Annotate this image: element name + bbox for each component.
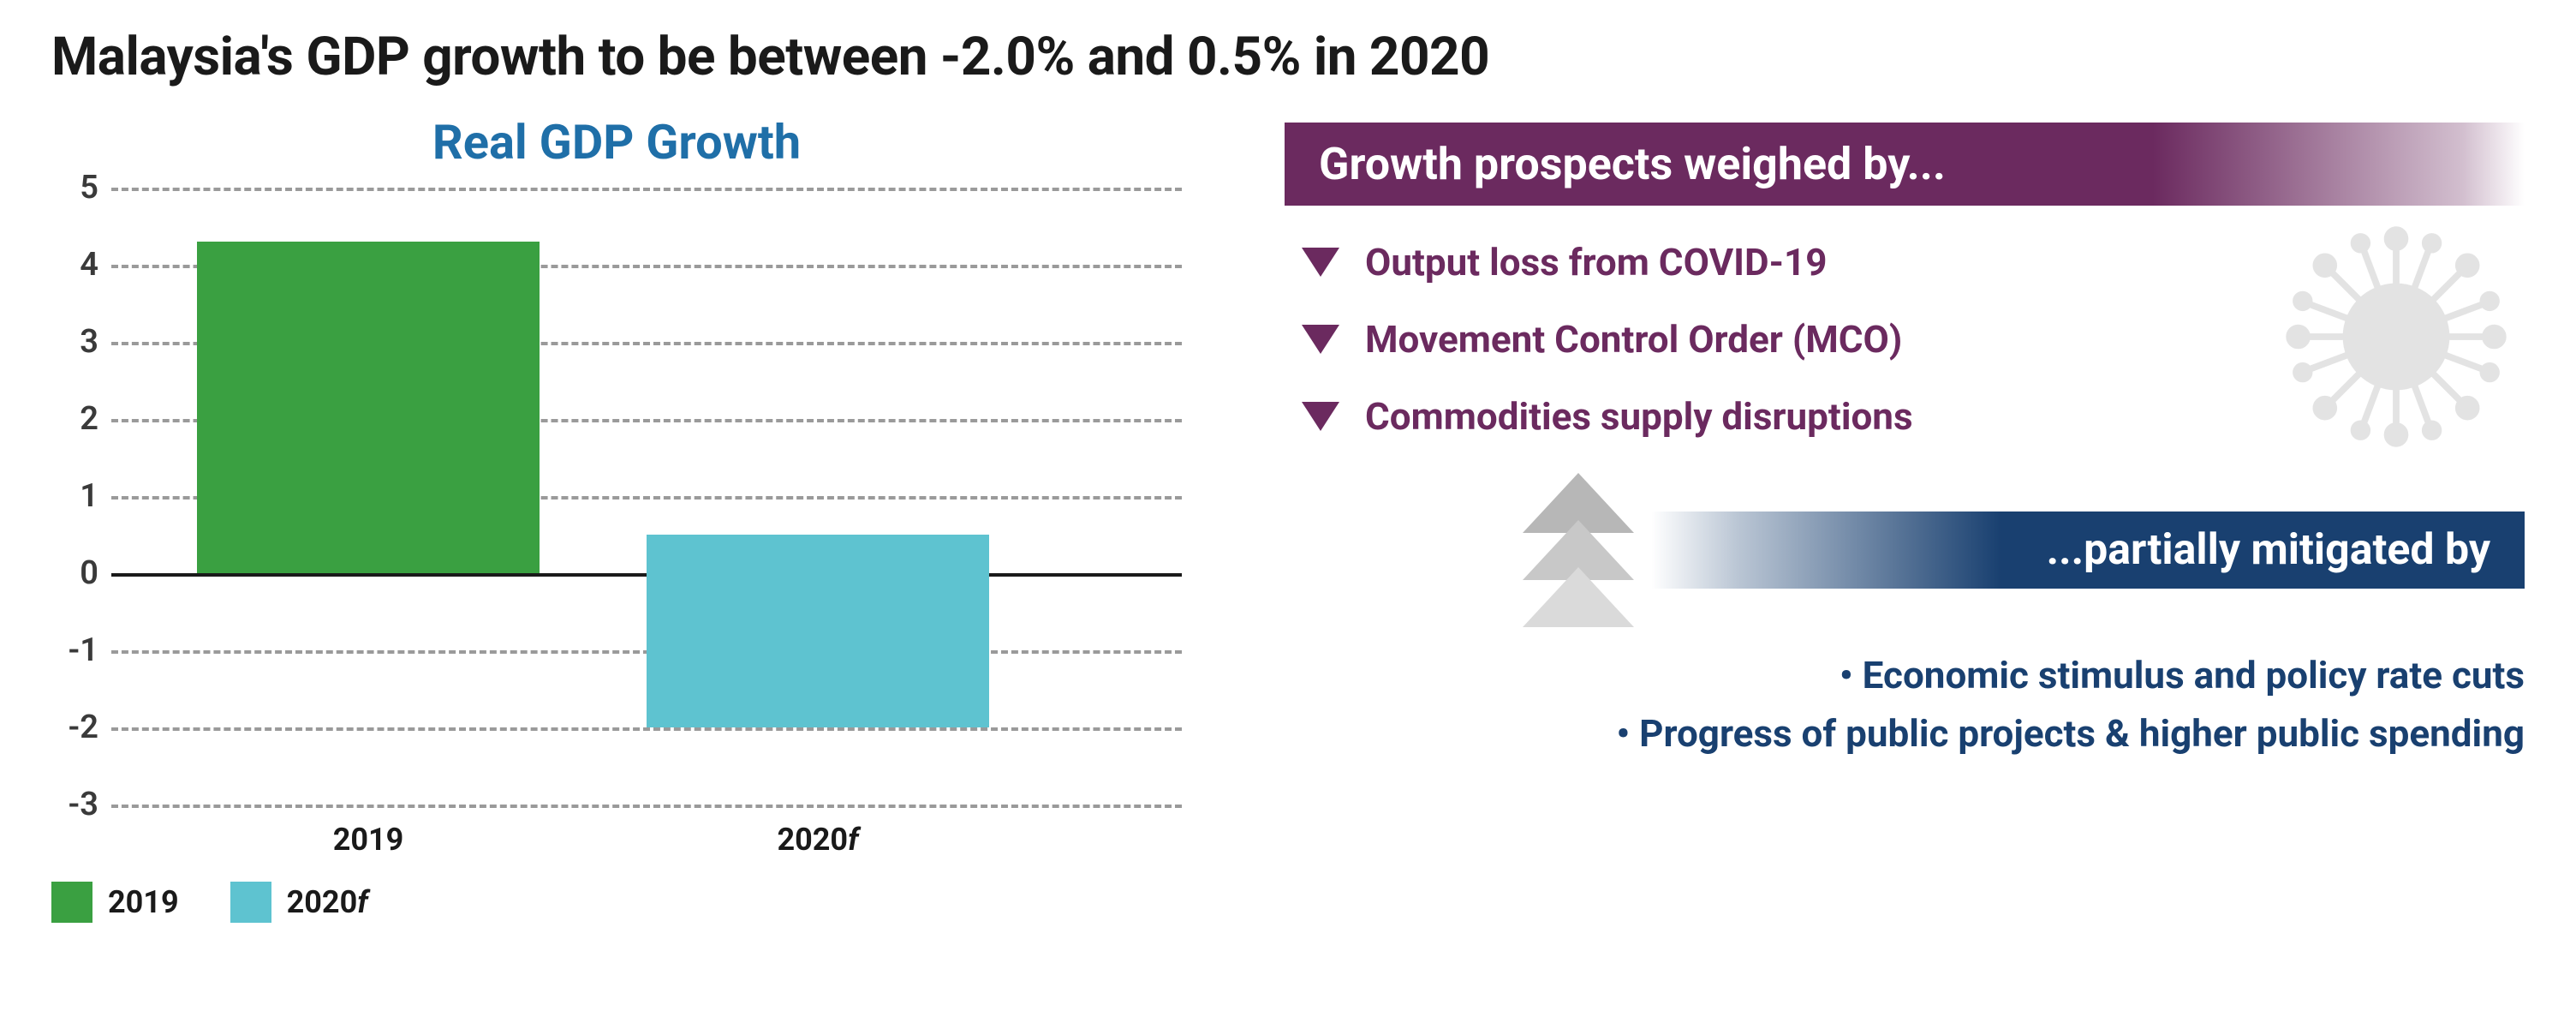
- y-tick-label: 5: [51, 169, 98, 206]
- y-tick-label: 2: [51, 400, 98, 438]
- legend-item: 2019: [51, 882, 179, 923]
- y-tick-label: -3: [51, 786, 98, 823]
- triangle-down-icon: [1302, 248, 1339, 277]
- chart-plot: 543210-1-2-320192020f: [111, 188, 1182, 805]
- gridline: [111, 805, 1182, 808]
- chart-area: 543210-1-2-320192020f: [51, 188, 1182, 805]
- y-tick-label: 4: [51, 246, 98, 284]
- banner-mitigated-by: ...partially mitigated by: [1651, 512, 2525, 589]
- legend-label: 2020f: [287, 884, 368, 920]
- legend-swatch: [51, 882, 92, 923]
- chart-title: Real GDP Growth: [51, 114, 1182, 171]
- y-tick-label: -2: [51, 709, 98, 746]
- gridline: [111, 727, 1182, 731]
- mitigate-factors-list: Economic stimulus and policy rate cuts Pr…: [1285, 653, 2525, 756]
- page-title: Malaysia's GDP growth to be between -2.0…: [51, 26, 2525, 88]
- mitigate-factor-item: Progress of public projects & higher pub…: [1285, 711, 2525, 756]
- bar-2020f: [647, 535, 989, 727]
- y-tick-label: 1: [51, 477, 98, 515]
- gridline: [111, 188, 1182, 191]
- legend-item: 2020f: [230, 882, 368, 923]
- down-factor-label: Movement Control Order (MCO): [1365, 317, 1902, 362]
- y-tick-label: 0: [51, 554, 98, 592]
- legend-label: 2019: [108, 884, 179, 920]
- y-tick-label: -1: [51, 631, 98, 669]
- down-factor-label: Commodities supply disruptions: [1365, 394, 1913, 439]
- down-factor-label: Output loss from COVID-19: [1365, 240, 1827, 284]
- up-arrows-icon: [1506, 473, 1651, 627]
- bar-2019: [197, 242, 540, 573]
- banner-growth-weighed: Growth prospects weighed by...: [1285, 123, 2525, 206]
- content-row: Real GDP Growth 543210-1-2-320192020f 20…: [51, 114, 2525, 923]
- legend-swatch: [230, 882, 271, 923]
- triangle-down-icon: [1302, 402, 1339, 431]
- mitigate-factor-item: Economic stimulus and policy rate cuts: [1285, 653, 2525, 697]
- x-tick-label: 2019: [333, 822, 404, 858]
- y-tick-label: 3: [51, 323, 98, 361]
- chart-legend: 2019 2020f: [51, 882, 1182, 923]
- triangle-down-icon: [1302, 325, 1339, 354]
- right-block: Growth prospects weighed by... Output lo…: [1285, 114, 2525, 923]
- mitigate-row: ...partially mitigated by: [1285, 473, 2525, 627]
- x-tick-label: 2020f: [777, 822, 858, 858]
- chart-block: Real GDP Growth 543210-1-2-320192020f 20…: [51, 114, 1182, 923]
- virus-icon: [2285, 225, 2507, 448]
